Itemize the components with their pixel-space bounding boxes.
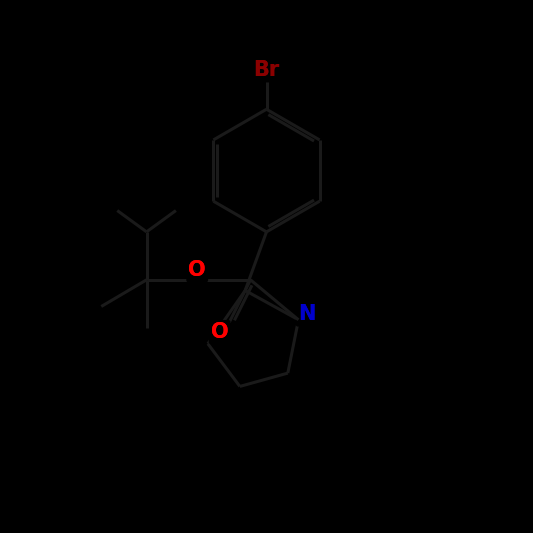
Text: Br: Br — [253, 60, 280, 80]
Text: N: N — [298, 304, 315, 325]
Text: N: N — [298, 304, 315, 325]
Text: O: O — [211, 322, 229, 342]
Text: Br: Br — [253, 60, 280, 80]
Text: O: O — [188, 260, 206, 280]
Text: O: O — [188, 260, 206, 280]
Text: N: N — [298, 304, 315, 325]
Text: Br: Br — [253, 60, 280, 80]
Text: O: O — [211, 322, 229, 342]
Text: O: O — [188, 260, 206, 280]
Text: O: O — [211, 322, 229, 342]
